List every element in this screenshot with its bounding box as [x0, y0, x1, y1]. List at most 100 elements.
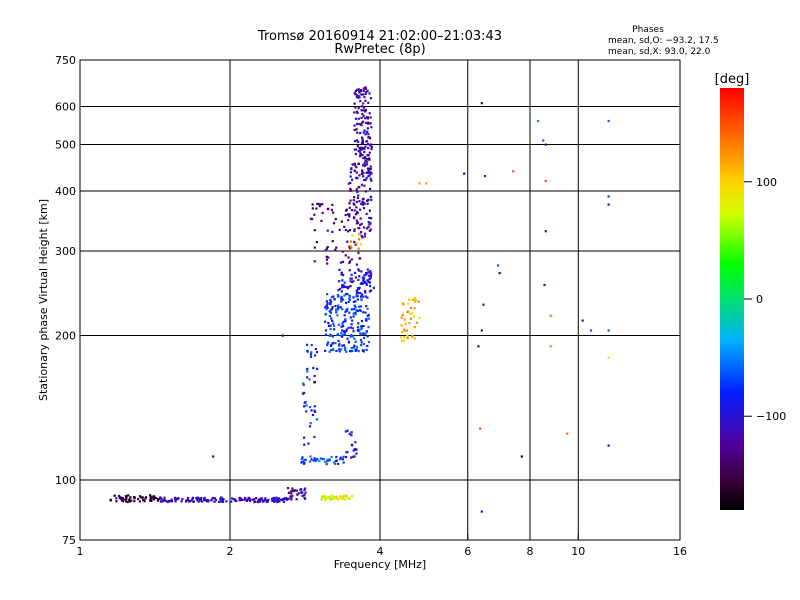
echo-point — [152, 497, 155, 500]
echo-point — [338, 268, 341, 271]
echo-point — [173, 496, 177, 499]
echo-point — [355, 219, 358, 222]
echo-point — [353, 455, 356, 458]
echo-point — [413, 325, 416, 329]
echo-point — [341, 286, 344, 289]
echo-point — [362, 207, 366, 210]
echo-point — [369, 276, 372, 279]
echo-point — [362, 120, 365, 123]
echo-point — [363, 226, 366, 229]
echo-point — [360, 148, 364, 151]
echo-point — [264, 498, 267, 501]
echo-point — [355, 309, 358, 312]
echo-point — [359, 295, 363, 298]
echo-point — [331, 342, 334, 345]
echo-point — [276, 500, 279, 503]
echo-point — [362, 279, 365, 282]
echo-point — [364, 332, 367, 335]
echo-point — [349, 280, 352, 283]
echo-point — [358, 226, 361, 230]
echo-point — [368, 216, 371, 219]
echo-point — [607, 119, 610, 123]
echo-point — [406, 334, 409, 337]
echo-point — [345, 292, 348, 296]
echo-point — [366, 89, 369, 93]
echo-point — [169, 499, 172, 502]
echo-point — [349, 240, 353, 243]
echo-point — [185, 499, 188, 502]
echo-point — [363, 202, 366, 205]
echo-point — [278, 500, 281, 503]
echo-point — [409, 312, 412, 316]
colorbar-ticks: 100 0 −100 — [744, 176, 786, 423]
echo-point — [350, 258, 353, 261]
echo-point — [355, 188, 358, 191]
echo-point — [344, 228, 347, 232]
echo-point — [157, 499, 160, 502]
echo-point — [331, 230, 334, 234]
echo-point — [399, 336, 402, 339]
echo-point — [362, 342, 366, 346]
echo-point — [358, 91, 361, 94]
echo-point — [361, 282, 364, 285]
echo-point — [309, 405, 312, 409]
echo-point — [360, 298, 363, 302]
echo-point — [353, 271, 357, 275]
echo-point — [366, 268, 369, 271]
echo-point — [319, 203, 322, 206]
echo-point — [350, 277, 353, 280]
echo-point — [246, 498, 249, 501]
echo-point — [354, 152, 358, 156]
echo-point — [196, 496, 199, 499]
echo-point — [345, 495, 348, 498]
colorbar — [720, 88, 744, 510]
echo-point — [354, 106, 357, 109]
chart-subtitle: RwPretec (8p) — [334, 42, 425, 57]
echo-point — [295, 489, 298, 492]
echo-point — [366, 158, 369, 161]
echo-point — [356, 309, 359, 312]
echo-point — [221, 500, 225, 503]
echo-point — [348, 497, 351, 500]
echo-point — [358, 89, 361, 92]
echo-point — [400, 339, 403, 342]
echo-point — [418, 316, 421, 320]
echo-point — [335, 311, 338, 314]
echo-point — [184, 500, 188, 503]
echo-point — [296, 493, 299, 496]
echo-point — [480, 329, 483, 332]
echo-point — [359, 131, 362, 135]
echo-point — [360, 202, 363, 206]
echo-point — [349, 335, 352, 338]
echo-point — [369, 144, 372, 147]
echo-point — [321, 495, 324, 498]
echo-point — [370, 172, 373, 175]
echo-point — [325, 304, 328, 307]
echo-point — [324, 460, 327, 464]
echo-point — [566, 432, 569, 435]
echo-point — [482, 303, 485, 306]
echo-point — [353, 209, 356, 212]
echo-point — [358, 291, 362, 295]
echo-point — [313, 229, 316, 232]
echo-point — [354, 276, 357, 279]
echo-point — [349, 244, 352, 248]
echo-point — [357, 278, 360, 281]
echo-point — [331, 203, 334, 206]
echo-point — [348, 245, 351, 248]
echo-point — [544, 230, 547, 233]
echo-point — [345, 451, 348, 454]
echo-point — [409, 317, 412, 320]
echo-point — [369, 97, 373, 100]
echo-point — [358, 257, 362, 260]
echo-point — [361, 164, 365, 167]
echo-point — [130, 499, 133, 502]
echo-point — [581, 319, 584, 322]
echo-point — [344, 254, 347, 257]
echo-point — [360, 319, 364, 323]
echo-point — [350, 189, 353, 192]
echo-point — [324, 333, 327, 336]
echo-point — [418, 182, 421, 185]
echo-point — [306, 376, 309, 379]
echo-point — [264, 497, 267, 500]
